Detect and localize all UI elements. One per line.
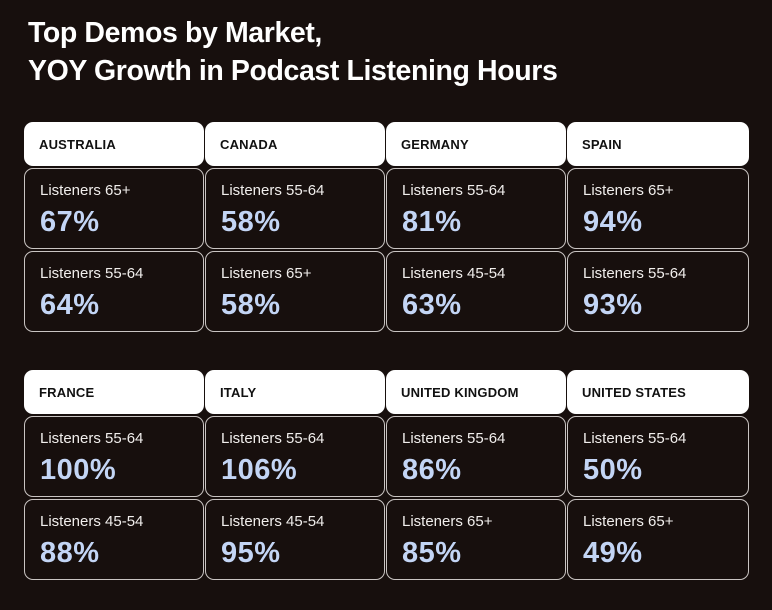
market-card-canada: CANADA Listeners 55-64 58% Listeners 65+… [205,122,386,332]
growth-value: 50% [583,454,643,486]
growth-value: 93% [583,289,643,321]
demo-label: Listeners 55-64 [40,265,144,282]
demo-cell: Listeners 65+ 49% [567,499,749,580]
growth-value: 58% [221,206,281,238]
title-line-1: Top Demos by Market, [28,17,322,49]
demo-cell: Listeners 55-64 86% [386,416,566,497]
demo-cell: Listeners 55-64 106% [205,416,385,497]
growth-value: 64% [40,289,100,321]
growth-value: 49% [583,537,643,569]
demo-cell: Listeners 45-54 95% [205,499,385,580]
demo-cell: Listeners 65+ 67% [24,168,204,249]
growth-value: 100% [40,454,117,486]
growth-value: 85% [402,537,462,569]
market-header: GERMANY [386,122,566,166]
market-header: UNITED KINGDOM [386,370,566,414]
demo-cell: Listeners 65+ 58% [205,251,385,332]
demo-label: Listeners 55-64 [583,265,687,282]
page-title: Top Demos by Market, YOY Growth in Podca… [28,14,558,90]
market-group-1: AUSTRALIA Listeners 65+ 67% Listeners 55… [24,122,750,332]
market-group-2: FRANCE Listeners 55-64 100% Listeners 45… [24,370,750,580]
demo-label: Listeners 55-64 [221,182,325,199]
market-header: SPAIN [567,122,749,166]
demo-cell: Listeners 55-64 100% [24,416,204,497]
market-card-france: FRANCE Listeners 55-64 100% Listeners 45… [24,370,205,580]
demo-cell: Listeners 65+ 94% [567,168,749,249]
market-card-germany: GERMANY Listeners 55-64 81% Listeners 45… [386,122,567,332]
growth-value: 63% [402,289,462,321]
market-card-australia: AUSTRALIA Listeners 65+ 67% Listeners 55… [24,122,205,332]
demo-cell: Listeners 55-64 64% [24,251,204,332]
demo-label: Listeners 65+ [221,265,312,282]
growth-value: 86% [402,454,462,486]
demo-label: Listeners 55-64 [40,430,144,447]
demo-cell: Listeners 55-64 93% [567,251,749,332]
title-line-2: YOY Growth in Podcast Listening Hours [28,55,558,87]
demo-label: Listeners 65+ [583,513,674,530]
demo-label: Listeners 45-54 [402,265,506,282]
demo-cell: Listeners 45-54 63% [386,251,566,332]
demo-label: Listeners 55-64 [221,430,325,447]
growth-value: 95% [221,537,281,569]
demo-label: Listeners 65+ [402,513,493,530]
market-header: UNITED STATES [567,370,749,414]
market-card-united-states: UNITED STATES Listeners 55-64 50% Listen… [567,370,750,580]
market-card-italy: ITALY Listeners 55-64 106% Listeners 45-… [205,370,386,580]
demo-label: Listeners 65+ [583,182,674,199]
demo-label: Listeners 45-54 [40,513,144,530]
growth-value: 67% [40,206,100,238]
demo-cell: Listeners 45-54 88% [24,499,204,580]
demo-cell: Listeners 55-64 81% [386,168,566,249]
market-header: CANADA [205,122,385,166]
demo-label: Listeners 65+ [40,182,131,199]
market-header: FRANCE [24,370,204,414]
growth-value: 88% [40,537,100,569]
market-header: ITALY [205,370,385,414]
demo-cell: Listeners 65+ 85% [386,499,566,580]
demo-label: Listeners 45-54 [221,513,325,530]
growth-value: 58% [221,289,281,321]
demo-cell: Listeners 55-64 50% [567,416,749,497]
growth-value: 81% [402,206,462,238]
demo-label: Listeners 55-64 [402,182,506,199]
growth-value: 94% [583,206,643,238]
demo-cell: Listeners 55-64 58% [205,168,385,249]
market-card-united-kingdom: UNITED KINGDOM Listeners 55-64 86% Liste… [386,370,567,580]
market-header: AUSTRALIA [24,122,204,166]
demo-label: Listeners 55-64 [402,430,506,447]
market-card-spain: SPAIN Listeners 65+ 94% Listeners 55-64 … [567,122,750,332]
growth-value: 106% [221,454,298,486]
demo-label: Listeners 55-64 [583,430,687,447]
